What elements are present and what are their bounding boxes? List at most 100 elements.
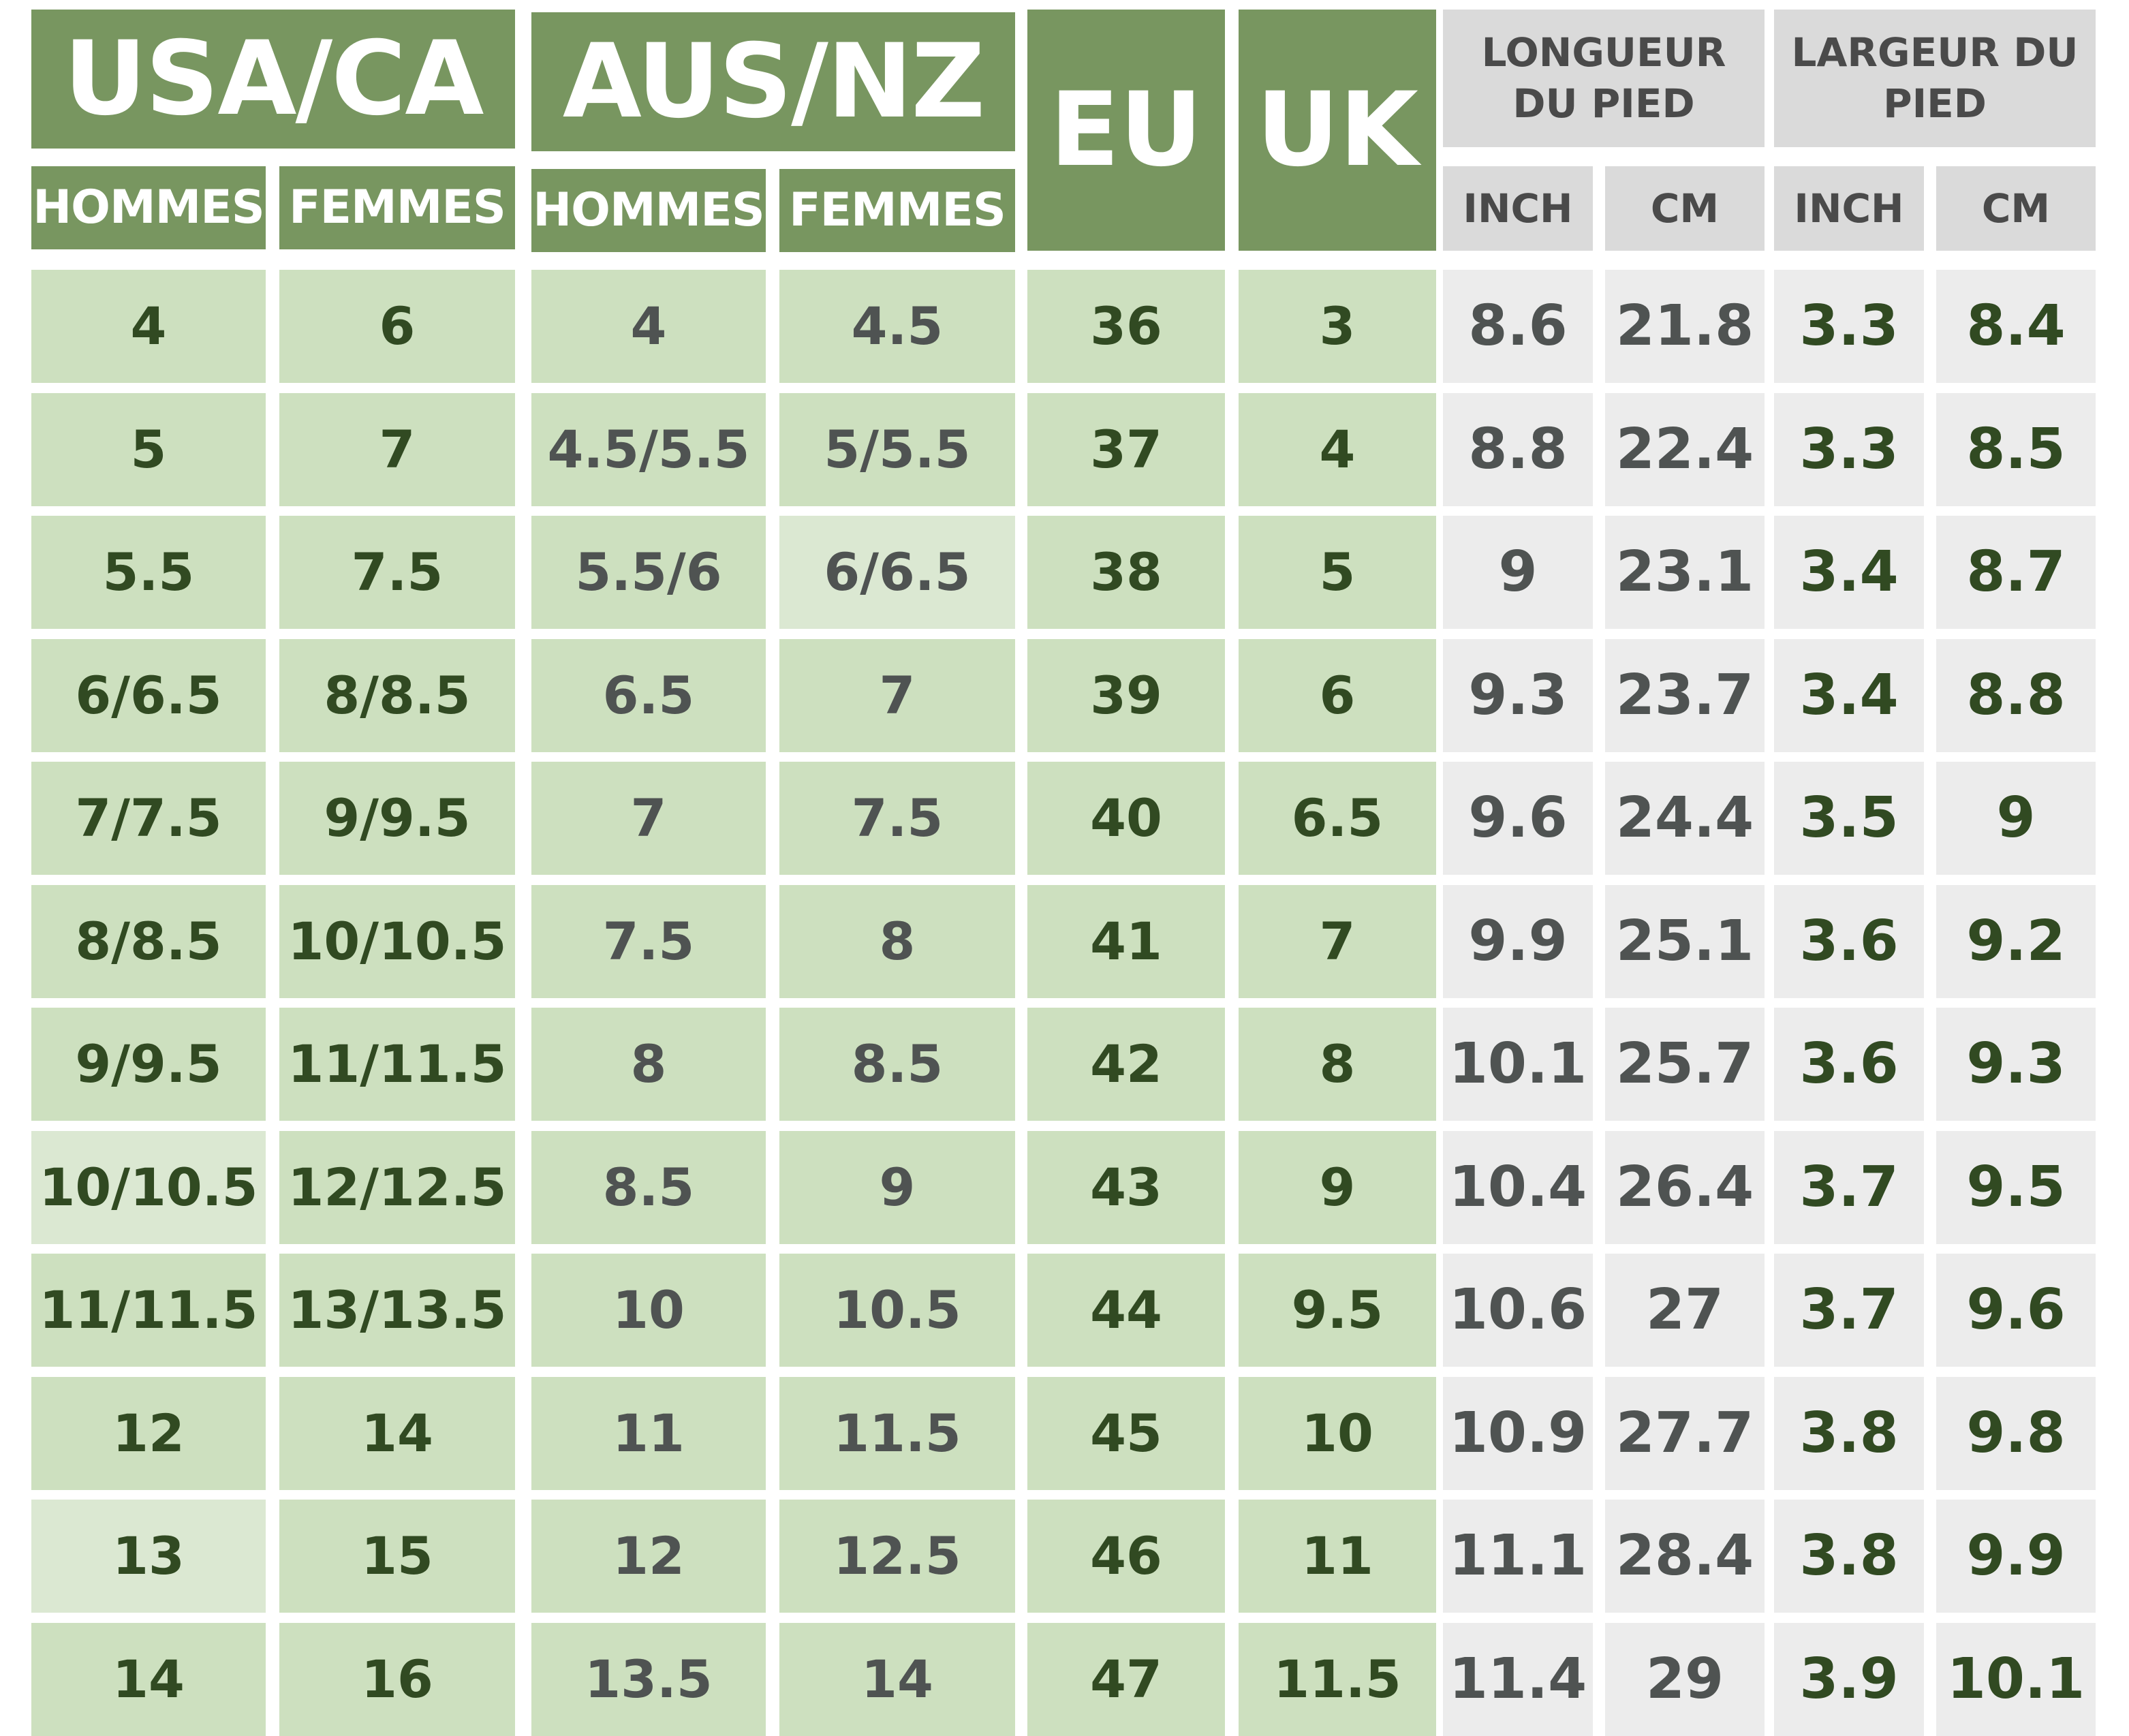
cell-aus-femmes: 4.5 (779, 270, 1015, 383)
header-eu: EU (1027, 10, 1225, 251)
cell-usa-hommes: 5.5 (31, 516, 266, 629)
cell-longueur-cm: 27.7 (1605, 1377, 1765, 1490)
cell-longueur-cm: 26.4 (1605, 1131, 1765, 1244)
cell-largeur-inch: 3.6 (1774, 1008, 1924, 1121)
cell-eu: 45 (1027, 1377, 1225, 1490)
cell-longueur-inch: 9 (1443, 516, 1593, 629)
cell-uk: 9.5 (1239, 1254, 1436, 1367)
cell-usa-hommes: 12 (31, 1377, 266, 1490)
cell-longueur-inch: 10.6 (1443, 1254, 1593, 1367)
cell-aus-hommes: 13.5 (531, 1623, 766, 1736)
cell-usa-femmes: 9/9.5 (279, 762, 515, 875)
cell-uk: 8 (1239, 1008, 1436, 1121)
cell-longueur-inch: 10.1 (1443, 1008, 1593, 1121)
cell-eu: 39 (1027, 639, 1225, 752)
cell-longueur-cm: 24.4 (1605, 762, 1765, 875)
cell-usa-femmes: 14 (279, 1377, 515, 1490)
cell-largeur-inch: 3.7 (1774, 1254, 1924, 1367)
cell-longueur-cm: 23.1 (1605, 516, 1765, 629)
cell-usa-hommes: 4 (31, 270, 266, 383)
cell-aus-hommes: 10 (531, 1254, 766, 1367)
cell-longueur-inch: 11.1 (1443, 1500, 1593, 1613)
cell-uk: 6.5 (1239, 762, 1436, 875)
cell-largeur-cm: 8.8 (1936, 639, 2096, 752)
cell-largeur-inch: 3.3 (1774, 270, 1924, 383)
cell-aus-hommes: 7.5 (531, 885, 766, 998)
cell-eu: 46 (1027, 1500, 1225, 1613)
cell-uk: 4 (1239, 393, 1436, 506)
cell-largeur-cm: 9 (1936, 762, 2096, 875)
cell-usa-hommes: 8/8.5 (31, 885, 266, 998)
cell-usa-hommes: 10/10.5 (31, 1131, 266, 1244)
cell-largeur-cm: 9.5 (1936, 1131, 2096, 1244)
cell-longueur-cm: 21.8 (1605, 270, 1765, 383)
header-longueur-inch: INCH (1443, 166, 1593, 251)
cell-aus-hommes: 7 (531, 762, 766, 875)
cell-eu: 41 (1027, 885, 1225, 998)
header-aus-femmes: FEMMES (779, 169, 1015, 252)
cell-aus-femmes: 6/6.5 (779, 516, 1015, 629)
cell-aus-hommes: 11 (531, 1377, 766, 1490)
cell-uk: 9 (1239, 1131, 1436, 1244)
cell-uk: 5 (1239, 516, 1436, 629)
header-aus-hommes: HOMMES (531, 169, 766, 252)
cell-usa-femmes: 8/8.5 (279, 639, 515, 752)
cell-eu: 42 (1027, 1008, 1225, 1121)
cell-eu: 40 (1027, 762, 1225, 875)
cell-aus-femmes: 14 (779, 1623, 1015, 1736)
cell-usa-femmes: 6 (279, 270, 515, 383)
cell-aus-hommes: 6.5 (531, 639, 766, 752)
cell-eu: 37 (1027, 393, 1225, 506)
cell-usa-hommes: 11/11.5 (31, 1254, 266, 1367)
cell-usa-hommes: 7/7.5 (31, 762, 266, 875)
header-uk: UK (1239, 10, 1436, 251)
cell-aus-femmes: 11.5 (779, 1377, 1015, 1490)
cell-largeur-cm: 8.5 (1936, 393, 2096, 506)
cell-uk: 10 (1239, 1377, 1436, 1490)
cell-largeur-cm: 9.8 (1936, 1377, 2096, 1490)
cell-usa-hommes: 13 (31, 1500, 266, 1613)
cell-longueur-inch: 10.4 (1443, 1131, 1593, 1244)
cell-largeur-cm: 8.7 (1936, 516, 2096, 629)
cell-largeur-inch: 3.3 (1774, 393, 1924, 506)
cell-longueur-inch: 8.6 (1443, 270, 1593, 383)
cell-eu: 44 (1027, 1254, 1225, 1367)
cell-longueur-cm: 27 (1605, 1254, 1765, 1367)
header-largeur-cm: CM (1936, 166, 2096, 251)
cell-longueur-inch: 11.4 (1443, 1623, 1593, 1736)
cell-largeur-cm: 9.2 (1936, 885, 2096, 998)
cell-largeur-inch: 3.6 (1774, 885, 1924, 998)
header-longueur-cm: CM (1605, 166, 1765, 251)
cell-largeur-inch: 3.7 (1774, 1131, 1924, 1244)
cell-usa-hommes: 5 (31, 393, 266, 506)
cell-aus-femmes: 12.5 (779, 1500, 1015, 1613)
cell-largeur-cm: 9.9 (1936, 1500, 2096, 1613)
cell-largeur-cm: 9.6 (1936, 1254, 2096, 1367)
cell-longueur-inch: 9.9 (1443, 885, 1593, 998)
cell-aus-femmes: 7.5 (779, 762, 1015, 875)
cell-eu: 47 (1027, 1623, 1225, 1736)
cell-longueur-cm: 28.4 (1605, 1500, 1765, 1613)
cell-largeur-inch: 3.8 (1774, 1377, 1924, 1490)
cell-usa-femmes: 7.5 (279, 516, 515, 629)
header-usa-ca: USA/CA (31, 10, 515, 149)
cell-uk: 7 (1239, 885, 1436, 998)
header-largeur-du-pied: LARGEUR DU PIED (1774, 10, 2096, 147)
cell-longueur-inch: 8.8 (1443, 393, 1593, 506)
cell-usa-hommes: 14 (31, 1623, 266, 1736)
cell-aus-hommes: 8.5 (531, 1131, 766, 1244)
cell-usa-hommes: 9/9.5 (31, 1008, 266, 1121)
cell-aus-femmes: 9 (779, 1131, 1015, 1244)
cell-aus-femmes: 5/5.5 (779, 393, 1015, 506)
cell-usa-femmes: 13/13.5 (279, 1254, 515, 1367)
cell-usa-femmes: 10/10.5 (279, 885, 515, 998)
cell-longueur-cm: 29 (1605, 1623, 1765, 1736)
cell-longueur-inch: 9.6 (1443, 762, 1593, 875)
cell-eu: 36 (1027, 270, 1225, 383)
cell-aus-hommes: 4 (531, 270, 766, 383)
cell-usa-femmes: 15 (279, 1500, 515, 1613)
cell-usa-femmes: 12/12.5 (279, 1131, 515, 1244)
cell-longueur-cm: 25.7 (1605, 1008, 1765, 1121)
cell-usa-femmes: 7 (279, 393, 515, 506)
